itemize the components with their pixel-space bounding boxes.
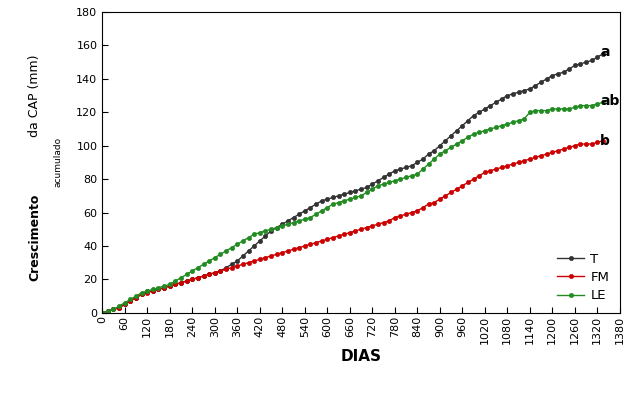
FM: [447, 190, 455, 195]
LE: [166, 282, 174, 287]
Line: LE: LE: [100, 100, 605, 315]
Text: a: a: [600, 45, 610, 59]
FM: [515, 160, 523, 165]
FM: [526, 157, 534, 162]
Text: da CAP (mm): da CAP (mm): [29, 55, 42, 138]
T: [599, 51, 607, 56]
X-axis label: DIAS: DIAS: [341, 349, 381, 364]
FM: [599, 138, 607, 143]
T: [250, 243, 258, 248]
T: [526, 87, 534, 91]
Text: acumulado: acumulado: [54, 138, 63, 188]
FM: [98, 310, 106, 315]
LE: [576, 103, 584, 108]
FM: [576, 142, 584, 146]
T: [98, 310, 106, 315]
T: [166, 284, 174, 288]
LE: [515, 118, 523, 123]
LE: [98, 310, 106, 315]
T: [576, 61, 584, 66]
T: [515, 90, 523, 95]
Text: Crescimento: Crescimento: [29, 194, 42, 281]
Line: T: T: [100, 52, 605, 315]
Line: FM: FM: [100, 139, 605, 315]
Legend: T, FM, LE: T, FM, LE: [553, 249, 613, 306]
LE: [250, 232, 258, 237]
LE: [526, 110, 534, 115]
LE: [599, 100, 607, 105]
FM: [250, 259, 258, 263]
T: [447, 133, 455, 138]
LE: [447, 145, 455, 150]
Text: b: b: [600, 134, 610, 148]
Text: ab: ab: [600, 93, 620, 107]
FM: [166, 284, 174, 288]
